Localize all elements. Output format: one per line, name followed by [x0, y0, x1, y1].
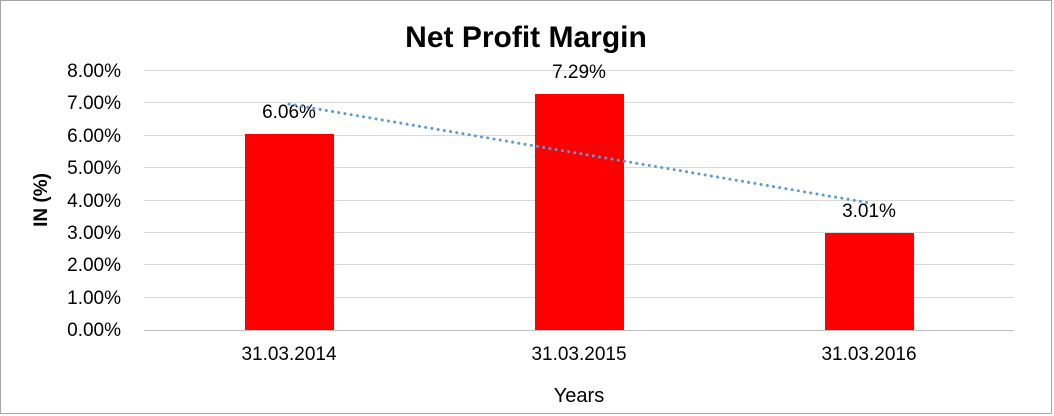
- x-axis-line: [144, 330, 1014, 331]
- plot-area: 6.06% 7.29% 3.01%: [144, 62, 1014, 331]
- y-tick-label: 3.00%: [67, 222, 121, 244]
- trendline[interactable]: [287, 102, 871, 205]
- y-axis-tick-labels: 0.00% 1.00% 2.00% 3.00% 4.00% 5.00% 6.00% 7.00%…: [1, 61, 121, 341]
- y-tick-label: 5.00%: [67, 158, 121, 180]
- y-tick-label: 6.00%: [67, 125, 121, 147]
- x-tick-label: 31.03.2014: [241, 344, 337, 365]
- x-tick-label: 31.03.2016: [821, 344, 917, 365]
- bar[interactable]: [244, 133, 334, 330]
- y-tick-label: 2.00%: [67, 255, 121, 277]
- y-tick-label: 7.00%: [67, 93, 121, 115]
- bar-data-label: 7.29%: [552, 62, 606, 83]
- y-tick-label: 0.00%: [67, 320, 121, 341]
- bar-data-label: 3.01%: [842, 200, 896, 222]
- y-tick-label: 8.00%: [67, 61, 121, 82]
- y-tick-label: 1.00%: [67, 287, 121, 309]
- chart-title: Net Profit Margin: [405, 21, 647, 54]
- bar[interactable]: [534, 93, 624, 330]
- gridline: [144, 70, 1014, 71]
- x-axis-tick-labels: 31.03.2014 31.03.2015 31.03.2016: [144, 342, 1014, 368]
- x-axis-title: Years: [553, 385, 605, 407]
- y-tick-label: 4.00%: [67, 190, 121, 212]
- x-tick-label: 31.03.2015: [531, 344, 627, 365]
- bar[interactable]: [824, 232, 914, 330]
